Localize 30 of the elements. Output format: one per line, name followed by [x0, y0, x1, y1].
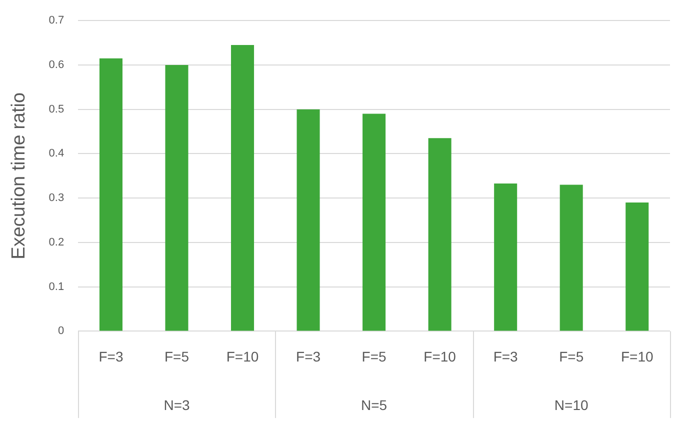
- text: N=10: [554, 396, 588, 413]
- y-tick-label: 0.6: [48, 59, 64, 72]
- y-axis-title: Execution time ratio: [8, 92, 30, 260]
- x-tick-label: F=3: [493, 348, 518, 364]
- y-tick-label: 0.3: [48, 192, 64, 204]
- x-tick-label: F=10: [424, 348, 456, 364]
- x-tick-label: F=3: [98, 348, 124, 364]
- y-tick-label: 0.1: [48, 280, 64, 293]
- y-tick-label: 0.4: [48, 148, 64, 160]
- text: N=3: [164, 396, 190, 413]
- y-tick-label: 0.2: [48, 236, 64, 248]
- bar: [362, 114, 386, 331]
- x-tick-label: F=10: [226, 348, 259, 364]
- bar: [626, 202, 649, 331]
- bar: [494, 183, 518, 331]
- bar: [165, 64, 188, 331]
- x-tick-label: F=5: [362, 348, 387, 364]
- y-tick-label: 0.7: [48, 14, 64, 27]
- bar: [428, 138, 452, 331]
- x-tick-label: F=3: [296, 348, 321, 364]
- x-tick-label: F=10: [620, 348, 654, 364]
- bar: [560, 184, 583, 331]
- bar: [296, 109, 320, 331]
- bar: [231, 45, 254, 331]
- bar: [99, 58, 122, 331]
- text: N=5: [361, 396, 388, 413]
- x-tick-label: F=5: [559, 348, 584, 364]
- x-tick-label: F=5: [164, 348, 190, 364]
- y-tick-label: 0: [58, 325, 64, 338]
- y-tick-label: 0.5: [48, 103, 64, 116]
